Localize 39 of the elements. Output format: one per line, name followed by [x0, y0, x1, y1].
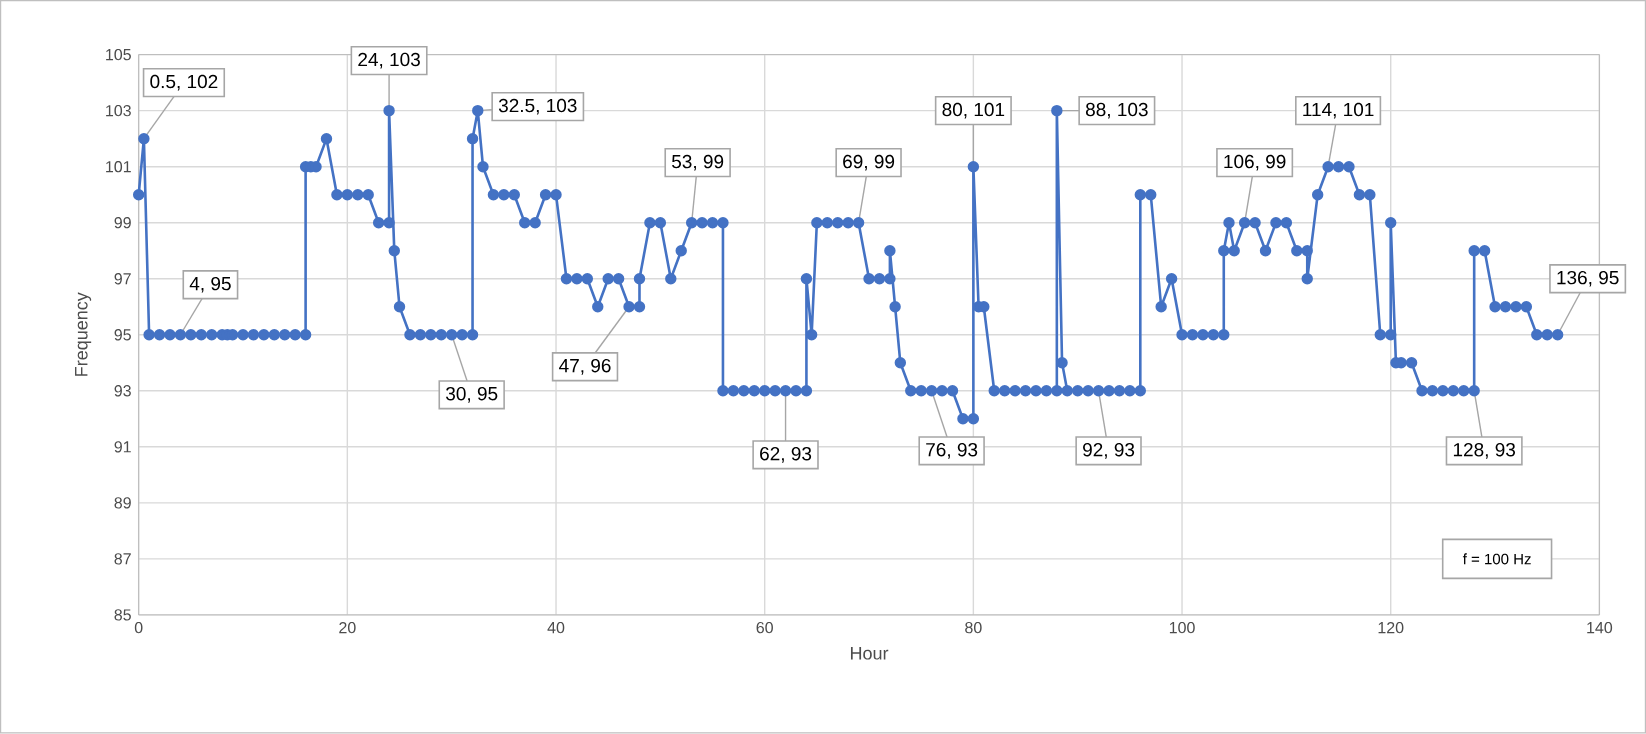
x-tick-label: 120	[1378, 622, 1404, 634]
annotation: 106, 99	[1224, 155, 1286, 171]
annotation: 53, 99	[671, 155, 724, 171]
x-tick-label: 100	[1169, 622, 1195, 634]
x-tick-label: 20	[339, 622, 356, 634]
annotation: 92, 93	[1083, 443, 1135, 459]
y-tick-label: 99	[114, 217, 131, 229]
annotation: 88, 103	[1085, 103, 1148, 119]
x-tick-label: 80	[965, 622, 982, 634]
y-axis-title: Frequency	[75, 292, 92, 377]
annotation: 114, 101	[1303, 103, 1374, 119]
x-tick-label: 0	[134, 622, 143, 634]
annotation: 30, 95	[445, 387, 498, 403]
annotation: 69, 99	[843, 155, 895, 171]
y-tick-label: 95	[114, 329, 131, 341]
annotation: 4, 95	[189, 277, 231, 293]
x-tick-label: 60	[756, 622, 773, 634]
annotation: f = 100 Hz	[1462, 553, 1531, 565]
annotation: 0.5, 102	[150, 75, 218, 91]
annotation: 128, 93	[1453, 443, 1516, 459]
y-tick-label: 89	[114, 497, 131, 509]
x-tick-label: 40	[547, 622, 565, 634]
y-tick-label: 91	[114, 441, 131, 453]
y-tick-label: 103	[106, 105, 131, 117]
annotation: 80, 101	[942, 103, 1005, 119]
x-tick-label: 140	[1587, 622, 1613, 634]
y-tick-label: 101	[106, 161, 131, 173]
y-tick-label: 85	[114, 609, 131, 621]
annotation: 32.5, 103	[498, 99, 577, 115]
annotation: 24, 103	[358, 52, 420, 69]
y-tick-label: 97	[114, 273, 131, 285]
annotation: 62, 93	[760, 447, 812, 463]
annotation: 76, 93	[926, 443, 978, 459]
y-tick-label: 87	[114, 553, 131, 565]
x-axis-title: Hour	[850, 647, 889, 660]
annotation: 136, 95	[1557, 271, 1619, 287]
y-tick-label: 93	[114, 385, 131, 397]
y-tick-label: 105	[106, 49, 131, 61]
annotation: 47, 96	[559, 359, 611, 375]
